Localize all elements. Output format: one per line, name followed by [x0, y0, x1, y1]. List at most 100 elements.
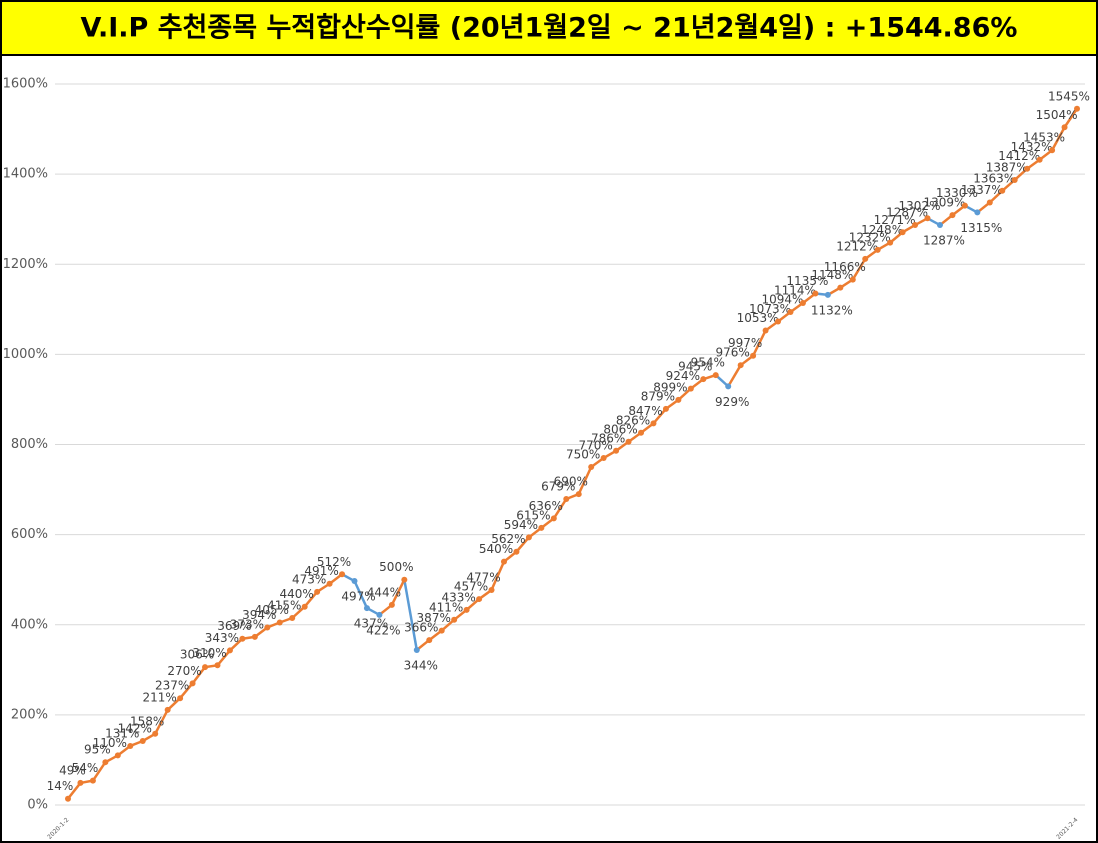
- data-label: 1302%: [899, 199, 941, 213]
- data-label: 770%: [578, 439, 612, 453]
- data-point: [849, 276, 856, 283]
- data-point: [787, 309, 794, 316]
- data-label: 806%: [603, 422, 637, 436]
- data-point: [538, 524, 545, 531]
- data-point: [152, 730, 159, 737]
- data-point: [513, 548, 520, 555]
- data-point: [202, 664, 209, 671]
- data-point: [712, 372, 719, 379]
- data-label: 1271%: [874, 213, 916, 227]
- data-point: [1024, 165, 1031, 172]
- data-label: 679%: [541, 480, 575, 494]
- data-point: [874, 246, 881, 253]
- data-point: [974, 209, 981, 216]
- data-label: 1114%: [774, 284, 816, 298]
- data-label: 1309%: [923, 196, 965, 210]
- data-point: [376, 611, 383, 618]
- line-segment: [303, 591, 319, 608]
- title-bar: [0, 0, 1098, 56]
- data-label: 158%: [130, 714, 164, 728]
- data-point: [750, 352, 757, 359]
- data-point: [986, 199, 993, 206]
- line-segment: [154, 709, 169, 735]
- data-label: 405%: [255, 603, 289, 617]
- y-tick-label: 400%: [11, 617, 48, 632]
- data-point: [463, 606, 470, 613]
- line-segment: [91, 761, 107, 782]
- line-segment: [353, 580, 369, 609]
- data-point: [339, 571, 346, 578]
- line-segment: [490, 561, 506, 591]
- data-label: 369%: [217, 619, 251, 633]
- data-point: [924, 215, 931, 222]
- data-point: [837, 284, 844, 291]
- data-label: 310%: [192, 646, 226, 660]
- data-label: 237%: [155, 679, 189, 693]
- data-label: 477%: [466, 571, 500, 585]
- data-point: [114, 752, 121, 759]
- data-point: [550, 515, 557, 522]
- data-point: [413, 646, 420, 653]
- data-point: [812, 290, 819, 297]
- line-segment: [1050, 126, 1066, 151]
- data-label: 945%: [678, 360, 712, 374]
- data-point: [799, 300, 806, 307]
- data-label: 879%: [641, 389, 675, 403]
- data-point: [164, 706, 171, 713]
- data-point: [949, 212, 956, 219]
- data-point: [588, 464, 595, 471]
- data-label: 433%: [441, 590, 475, 604]
- data-point: [177, 695, 184, 702]
- data-label: 437%: [354, 617, 388, 631]
- data-label: 473%: [292, 572, 326, 586]
- data-label: 343%: [205, 631, 239, 645]
- data-label: 270%: [167, 664, 201, 678]
- data-label: 95%: [84, 743, 111, 757]
- data-point: [575, 491, 582, 498]
- data-label: 457%: [454, 580, 488, 594]
- data-point: [1011, 176, 1018, 183]
- data-label: 1330%: [936, 186, 978, 200]
- data-point: [824, 291, 831, 298]
- data-point: [276, 619, 283, 626]
- data-label: 1073%: [749, 302, 791, 316]
- data-label: 1315%: [960, 221, 1002, 235]
- data-point: [662, 405, 669, 412]
- data-point: [675, 396, 682, 403]
- data-point: [638, 429, 645, 436]
- line-segment: [752, 329, 767, 357]
- data-label: 690%: [554, 475, 588, 489]
- data-point: [563, 496, 570, 503]
- line-segment: [179, 682, 194, 700]
- chart-title: V.I.P 추천종목 누적합산수익률 (20년1월2일 ~ 21년2월4일) :…: [81, 13, 1018, 44]
- y-tick-label: 800%: [11, 437, 48, 452]
- data-label: 1135%: [786, 274, 828, 288]
- data-label: 997%: [728, 336, 762, 350]
- data-point: [1061, 124, 1068, 131]
- data-label: 1053%: [737, 311, 779, 325]
- data-point: [401, 576, 408, 583]
- data-point: [239, 635, 246, 642]
- data-point: [999, 187, 1006, 194]
- data-label: 1363%: [973, 171, 1015, 185]
- data-label: 786%: [591, 431, 625, 445]
- data-label: 366%: [404, 621, 438, 635]
- data-point: [289, 614, 296, 621]
- data-label: 1453%: [1023, 131, 1065, 145]
- data-point: [127, 742, 134, 749]
- data-point: [226, 647, 233, 654]
- line-segment: [552, 498, 568, 520]
- data-label: 110%: [93, 736, 127, 750]
- data-label: 1232%: [849, 230, 891, 244]
- data-point: [264, 624, 271, 631]
- data-point: [762, 327, 769, 334]
- data-label: 512%: [317, 555, 351, 569]
- data-label: 394%: [242, 608, 276, 622]
- data-label: 847%: [628, 404, 662, 418]
- line-segment: [652, 408, 667, 425]
- data-point: [139, 738, 146, 745]
- data-point: [326, 580, 333, 587]
- data-point: [500, 558, 507, 565]
- data-point: [476, 596, 483, 603]
- data-label: 131%: [105, 726, 139, 740]
